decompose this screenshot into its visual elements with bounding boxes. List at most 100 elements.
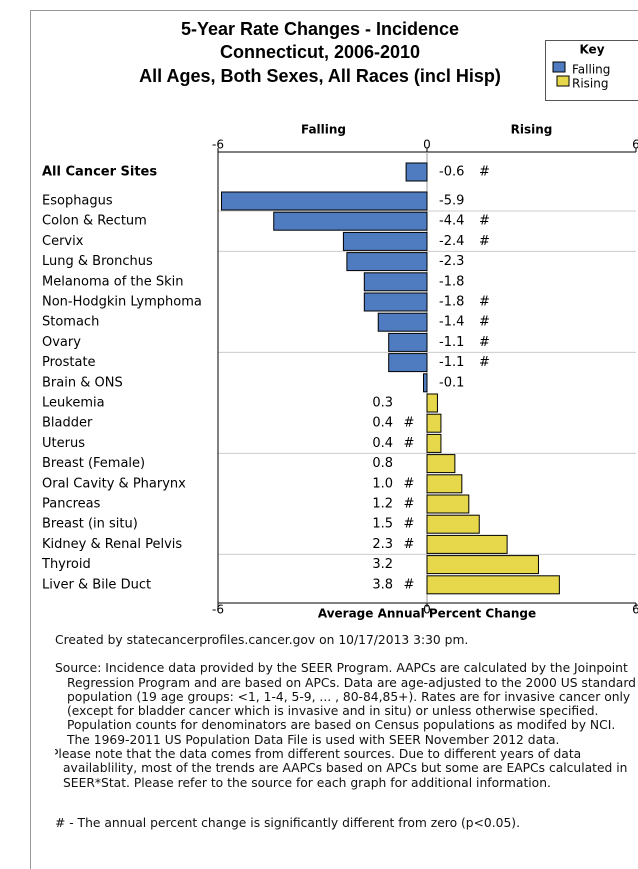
category-label: Lung & Bronchus xyxy=(42,254,153,269)
significance-marker: # xyxy=(479,295,490,310)
bar xyxy=(423,373,428,393)
bar xyxy=(405,162,428,182)
significance-marker: # xyxy=(479,335,490,350)
value-label: 0.4 xyxy=(372,436,393,451)
bar xyxy=(426,454,456,474)
significance-marker: # xyxy=(479,234,490,249)
x-tick-label: -6 xyxy=(212,603,224,617)
bar xyxy=(342,231,428,251)
value-label: 0.4 xyxy=(372,416,393,431)
category-label: Bladder xyxy=(42,416,93,431)
value-label: -5.9 xyxy=(439,194,464,209)
x-tick-label: -6 xyxy=(212,138,224,152)
bar xyxy=(426,514,480,534)
category-label: Cervix xyxy=(42,234,84,249)
category-label: All Cancer Sites xyxy=(42,165,157,180)
bar xyxy=(426,433,442,453)
bar xyxy=(346,252,428,272)
value-label: 1.5 xyxy=(372,517,393,532)
bar xyxy=(426,393,438,413)
category-label: Leukemia xyxy=(42,396,105,411)
legend-label: Rising xyxy=(572,77,608,91)
bar xyxy=(426,474,463,494)
bar xyxy=(363,272,428,292)
x-axis-title: Average Annual Percent Change xyxy=(318,607,536,621)
significance-marker: # xyxy=(479,165,490,180)
value-label: -1.8 xyxy=(439,295,464,310)
significance-marker: # xyxy=(404,476,415,491)
category-label: Stomach xyxy=(42,315,99,330)
bar xyxy=(426,575,560,595)
category-label: Colon & Rectum xyxy=(42,214,147,229)
value-label: -1.1 xyxy=(439,335,464,350)
significance-marker: # xyxy=(404,577,415,592)
frame xyxy=(30,10,638,869)
bar xyxy=(426,413,442,433)
category-label: Kidney & Renal Pelvis xyxy=(42,537,182,552)
value-label: -0.6 xyxy=(439,165,464,180)
notes: Created by statecancerprofiles.cancer.go… xyxy=(55,633,638,844)
category-label: Breast (in situ) xyxy=(42,517,138,532)
chart-title: All Ages, Both Sexes, All Races (incl Hi… xyxy=(139,66,501,86)
bar xyxy=(220,191,428,211)
x-tick-label: 6 xyxy=(632,138,638,152)
category-label: Breast (Female) xyxy=(42,456,145,471)
bar xyxy=(426,555,539,575)
category-label: Oral Cavity & Pharynx xyxy=(42,476,186,491)
footnote: # - The annual percent change is signifi… xyxy=(55,815,521,830)
category-label: Pancreas xyxy=(42,497,101,512)
category-label: Uterus xyxy=(42,436,85,451)
value-label: 2.3 xyxy=(372,537,393,552)
category-label: Non-Hodgkin Lymphoma xyxy=(42,295,202,310)
chart-title: 5-Year Rate Changes - Incidence xyxy=(181,19,459,39)
significance-marker: # xyxy=(479,315,490,330)
legend-swatch xyxy=(556,75,570,87)
value-label: -0.1 xyxy=(439,375,464,390)
bar xyxy=(377,312,428,332)
value-label: -2.4 xyxy=(439,234,464,249)
value-label: 3.8 xyxy=(372,577,393,592)
category-label: Esophagus xyxy=(42,194,113,209)
value-label: 1.2 xyxy=(372,497,393,512)
category-label: Thyroid xyxy=(41,557,91,572)
legend-label: Falling xyxy=(572,63,610,77)
rising-header: Rising xyxy=(511,123,553,137)
created-note: Created by statecancerprofiles.cancer.go… xyxy=(55,633,469,647)
x-tick-label: 6 xyxy=(632,603,638,617)
significance-marker: # xyxy=(404,416,415,431)
significance-marker: # xyxy=(404,537,415,552)
bar xyxy=(388,353,428,373)
value-label: 0.3 xyxy=(372,396,393,411)
x-tick-label: 0 xyxy=(423,138,431,152)
bar xyxy=(363,292,428,312)
falling-header: Falling xyxy=(301,123,346,137)
x-tick-label: 0 xyxy=(423,603,431,617)
category-label: Prostate xyxy=(42,355,96,370)
significance-marker: # xyxy=(404,436,415,451)
category-label: Brain & ONS xyxy=(42,375,123,390)
value-label: -1.1 xyxy=(439,355,464,370)
category-label: Melanoma of the Skin xyxy=(42,274,184,289)
source-note: Source: Incidence data provided by the S… xyxy=(55,661,636,747)
legend-swatch xyxy=(552,61,566,73)
value-label: 3.2 xyxy=(372,557,393,572)
value-label: -2.3 xyxy=(439,254,464,269)
significance-marker: # xyxy=(404,497,415,512)
bar xyxy=(273,211,428,231)
bar xyxy=(388,332,428,352)
caveat-note: Please note that the data comes from dif… xyxy=(55,747,628,790)
significance-marker: # xyxy=(479,355,490,370)
value-label: 1.0 xyxy=(372,476,393,491)
significance-marker: # xyxy=(479,214,490,229)
bar xyxy=(426,494,470,514)
value-label: -1.4 xyxy=(439,315,464,330)
chart-title: Connecticut, 2006-2010 xyxy=(220,42,420,62)
category-label: Ovary xyxy=(42,335,81,350)
value-label: 0.8 xyxy=(372,456,393,471)
value-label: -1.8 xyxy=(439,274,464,289)
bar xyxy=(426,534,508,554)
value-label: -4.4 xyxy=(439,214,464,229)
significance-marker: # xyxy=(404,517,415,532)
